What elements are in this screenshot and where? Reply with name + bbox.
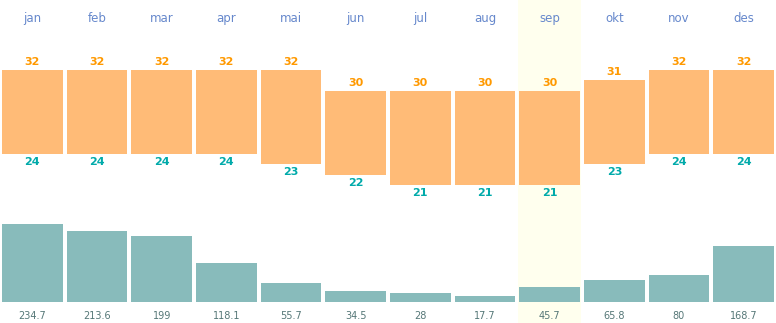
Text: apr: apr	[217, 12, 236, 25]
Bar	[2, 224, 63, 302]
Text: 30: 30	[348, 78, 363, 88]
Text: 32: 32	[25, 57, 40, 67]
Text: 65.8: 65.8	[604, 311, 625, 321]
Bar	[713, 246, 774, 302]
Bar	[455, 91, 515, 185]
Text: 213.6: 213.6	[83, 311, 111, 321]
Text: 32: 32	[671, 57, 687, 67]
Text: 17.7: 17.7	[474, 311, 496, 321]
Text: 234.7: 234.7	[19, 311, 47, 321]
Text: 80: 80	[673, 311, 685, 321]
Text: 32: 32	[219, 57, 234, 67]
Bar	[584, 80, 645, 164]
Text: 23: 23	[283, 167, 299, 177]
Bar	[649, 275, 709, 302]
Text: 31: 31	[607, 68, 622, 78]
Bar	[131, 70, 192, 154]
Bar	[196, 263, 257, 302]
Bar	[519, 287, 580, 302]
Bar	[390, 91, 451, 185]
Bar	[67, 231, 127, 302]
Text: 23: 23	[607, 167, 622, 177]
Text: jan: jan	[23, 12, 41, 25]
Bar	[131, 236, 192, 302]
Text: mar: mar	[150, 12, 174, 25]
Bar	[261, 70, 321, 164]
Text: 21: 21	[477, 188, 493, 198]
Text: 45.7: 45.7	[539, 311, 560, 321]
Text: jun: jun	[346, 12, 365, 25]
Bar	[325, 290, 386, 302]
Bar	[2, 70, 63, 154]
Text: aug: aug	[474, 12, 496, 25]
Bar	[261, 284, 321, 302]
Text: 32: 32	[154, 57, 169, 67]
Text: feb: feb	[88, 12, 106, 25]
Text: okt: okt	[605, 12, 624, 25]
Text: sep: sep	[539, 12, 560, 25]
Text: 21: 21	[542, 188, 557, 198]
Text: 30: 30	[413, 78, 428, 88]
Text: 168.7: 168.7	[730, 311, 757, 321]
Text: des: des	[733, 12, 754, 25]
Bar	[518, 0, 582, 323]
Text: 30: 30	[542, 78, 557, 88]
Text: mai: mai	[280, 12, 302, 25]
Text: 24: 24	[25, 157, 40, 167]
Text: 22: 22	[348, 178, 363, 188]
Bar	[325, 91, 386, 174]
Bar	[584, 280, 645, 302]
Text: 24: 24	[89, 157, 105, 167]
Bar	[455, 296, 515, 302]
Text: 32: 32	[89, 57, 105, 67]
Text: 118.1: 118.1	[213, 311, 240, 321]
Text: 21: 21	[413, 188, 428, 198]
Text: 24: 24	[671, 157, 687, 167]
Text: 24: 24	[736, 157, 751, 167]
Text: 34.5: 34.5	[345, 311, 366, 321]
Text: jul: jul	[413, 12, 428, 25]
Text: 32: 32	[736, 57, 751, 67]
Text: 24: 24	[219, 157, 234, 167]
Bar	[67, 70, 127, 154]
Text: 30: 30	[477, 78, 493, 88]
Bar	[649, 70, 709, 154]
Text: 32: 32	[283, 57, 299, 67]
Text: 28: 28	[414, 311, 427, 321]
Bar	[196, 70, 257, 154]
Text: 199: 199	[152, 311, 171, 321]
Text: 55.7: 55.7	[280, 311, 302, 321]
Text: 24: 24	[154, 157, 169, 167]
Bar	[390, 293, 451, 302]
Bar	[519, 91, 580, 185]
Text: nov: nov	[668, 12, 690, 25]
Bar	[713, 70, 774, 154]
